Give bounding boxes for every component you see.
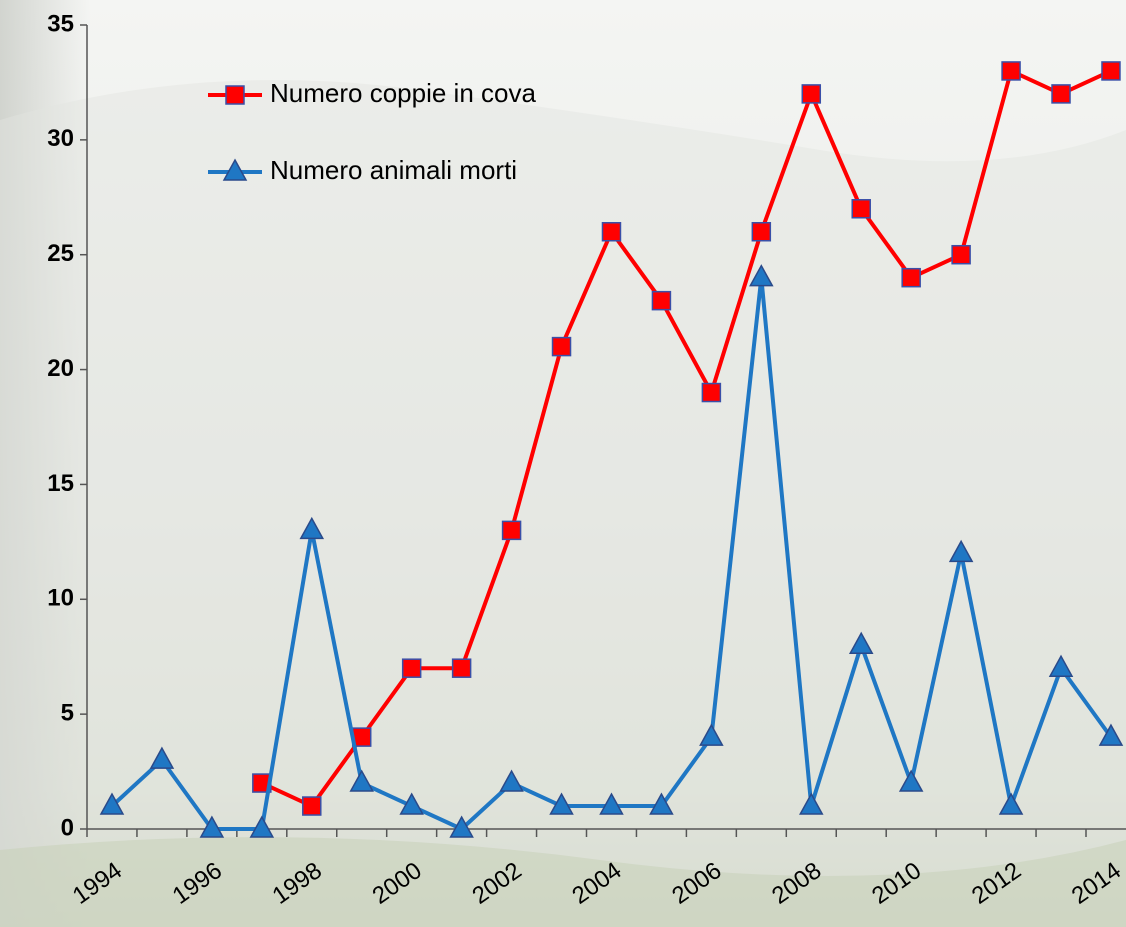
square-marker (901, 267, 921, 288)
square-marker (1051, 84, 1071, 104)
square-marker (751, 221, 772, 242)
square-marker (451, 658, 472, 678)
y-tick-label: 0 (61, 814, 74, 841)
square-marker (951, 244, 971, 265)
triangle-marker (549, 792, 574, 815)
triangle-marker (449, 815, 474, 838)
triangle-marker (399, 792, 424, 815)
triangle-marker (649, 792, 674, 815)
background-shade (0, 0, 90, 927)
triangle-marker (699, 723, 724, 746)
legend-label: Numero animali morti (270, 155, 517, 185)
square-marker (1101, 61, 1121, 81)
y-tick-label: 30 (47, 125, 74, 152)
square-marker (401, 658, 422, 678)
legend-marker (225, 85, 245, 105)
square-marker (501, 520, 522, 541)
triangle-marker (99, 792, 125, 815)
square-marker (801, 84, 822, 104)
triangle-marker (199, 815, 225, 838)
square-marker (701, 382, 722, 403)
square-marker (851, 199, 871, 219)
square-marker (302, 796, 322, 816)
square-marker (551, 336, 572, 357)
triangle-marker (599, 792, 624, 815)
triangle-marker (499, 769, 524, 792)
triangle-marker (998, 792, 1024, 815)
triangle-marker (249, 815, 275, 838)
y-tick-label: 10 (47, 585, 74, 612)
square-marker (601, 221, 622, 242)
triangle-marker (799, 792, 824, 815)
square-marker (651, 290, 672, 311)
y-tick-label: 20 (47, 355, 74, 382)
triangle-marker (948, 539, 974, 563)
triangle-marker (848, 631, 874, 654)
triangle-marker (749, 264, 774, 287)
square-marker (1001, 61, 1021, 81)
triangle-marker (349, 769, 374, 792)
triangle-marker (299, 516, 325, 540)
y-tick-label: 15 (47, 470, 74, 497)
triangle-marker (898, 769, 924, 792)
foreground-shape (0, 837, 1126, 927)
series-line (260, 68, 1112, 809)
triangle-marker (1098, 723, 1124, 746)
legend-marker (222, 158, 248, 181)
y-tick-label: 25 (47, 240, 74, 267)
y-tick-label: 35 (47, 10, 74, 37)
y-tick-label: 5 (61, 699, 74, 726)
triangle-marker (149, 746, 175, 769)
legend-label: Numero coppie in cova (270, 78, 536, 108)
triangle-marker (1048, 654, 1074, 677)
